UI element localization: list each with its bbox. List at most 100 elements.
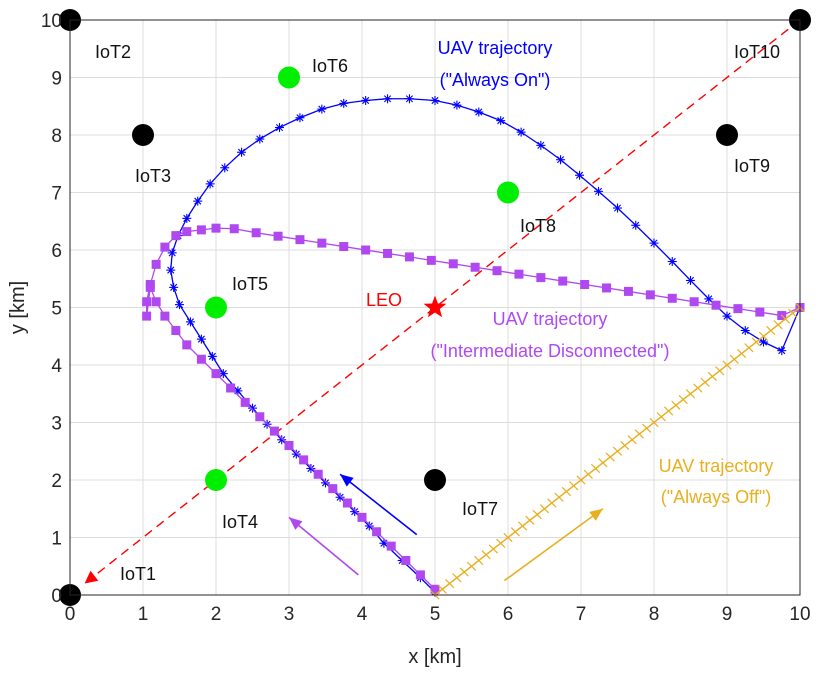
x-tick-label: 8 [649, 604, 660, 625]
plot-frame [69, 19, 801, 596]
series-marker [248, 403, 257, 413]
series-marker [575, 170, 585, 180]
series-marker [594, 186, 604, 196]
series-marker [605, 452, 615, 462]
series-marker [291, 449, 301, 459]
series-marker [678, 394, 688, 405]
series-marker [576, 475, 586, 485]
series-marker [532, 509, 542, 520]
node-iot6 [278, 66, 300, 89]
series-marker [273, 231, 283, 241]
arrow-head [589, 508, 603, 521]
series-marker [649, 417, 659, 428]
x-tick-label: 7 [576, 604, 587, 625]
series-marker [492, 266, 502, 276]
series-marker [205, 179, 215, 189]
series-marker [561, 486, 572, 497]
x-tick-label: 10 [789, 604, 810, 625]
series-marker [196, 334, 206, 344]
series-marker [452, 573, 462, 583]
series-marker [255, 412, 265, 422]
series-marker [642, 423, 652, 433]
series-marker [160, 311, 170, 321]
series-marker [211, 369, 221, 379]
x-tick-label: 3 [284, 604, 295, 625]
series-marker [295, 113, 305, 123]
direction-arrows [288, 473, 604, 582]
series-marker [556, 155, 566, 165]
series-marker [700, 377, 710, 387]
series-marker [404, 252, 414, 262]
dashed-link-line [84, 19, 801, 585]
series-marker [459, 567, 469, 577]
series-marker [715, 366, 725, 376]
series-marker [755, 307, 765, 317]
series-marker [667, 293, 677, 303]
x-tick-label: 4 [357, 604, 368, 625]
y-tick-label: 6 [51, 241, 62, 262]
y-tick-label: 4 [51, 356, 62, 377]
series-marker [707, 371, 718, 382]
series-label-1-line-2: ("Always On") [440, 70, 551, 90]
series-marker [689, 297, 699, 307]
x-tick-label: 9 [722, 604, 733, 625]
series-marker [516, 127, 526, 137]
series-marker [171, 231, 181, 241]
series-marker [240, 397, 250, 407]
x-tick-label: 6 [503, 604, 514, 625]
label-iot7: IoT7 [462, 499, 498, 519]
x-tick-label: 5 [430, 604, 441, 625]
axis-ticks: 0 1 2 3 4 5 6 7 8 9 10 0 1 2 3 4 5 6 7 8 9 10 [41, 11, 811, 625]
series-marker [335, 492, 345, 502]
series-marker [777, 346, 787, 356]
node-iot3 [132, 124, 154, 146]
series-marker [631, 220, 641, 230]
series-marker [142, 311, 152, 321]
y-tick-label: 0 [51, 586, 62, 607]
label-iot3: IoT3 [135, 166, 171, 186]
y-tick-label: 8 [51, 126, 62, 147]
series-marker [401, 556, 411, 565]
label-iot10: IoT10 [734, 42, 780, 62]
series-marker [430, 584, 440, 594]
series-marker [740, 326, 750, 335]
node-iot7 [424, 469, 446, 491]
series-marker [169, 282, 179, 292]
series-marker [685, 389, 696, 399]
series-marker [145, 280, 155, 289]
node-iot4 [205, 469, 227, 491]
series-marker [364, 521, 374, 531]
series-marker [313, 469, 323, 479]
series-marker [171, 326, 181, 335]
series-marker [722, 311, 732, 321]
series-marker [645, 290, 655, 300]
series-marker [711, 300, 721, 310]
series-label-3-line-2: ("Always Off") [661, 487, 771, 507]
series-marker [536, 140, 546, 150]
series-marker [372, 527, 382, 537]
series-marker [693, 383, 703, 393]
y-tick-label: 1 [51, 529, 62, 550]
x-tick-label: 2 [211, 604, 222, 625]
series-marker [151, 297, 161, 307]
series-marker [634, 429, 645, 439]
series-marker [404, 94, 414, 104]
series-marker [612, 446, 623, 456]
y-tick-label: 10 [41, 11, 62, 32]
series-marker [503, 532, 513, 543]
series-marker [295, 235, 305, 245]
series-marker [361, 96, 371, 105]
series-marker [196, 225, 206, 235]
series-marker [182, 340, 192, 350]
label-iot8: IoT8 [520, 216, 556, 236]
series-marker [237, 147, 247, 157]
series-marker [627, 435, 637, 445]
series-marker [251, 228, 261, 238]
series-marker [437, 584, 447, 594]
series-marker [590, 463, 601, 474]
series-marker [569, 481, 579, 491]
series-marker [448, 259, 458, 269]
series-marker [430, 96, 440, 105]
y-axis-label: y [km] [7, 281, 29, 334]
series-marker [339, 242, 349, 252]
